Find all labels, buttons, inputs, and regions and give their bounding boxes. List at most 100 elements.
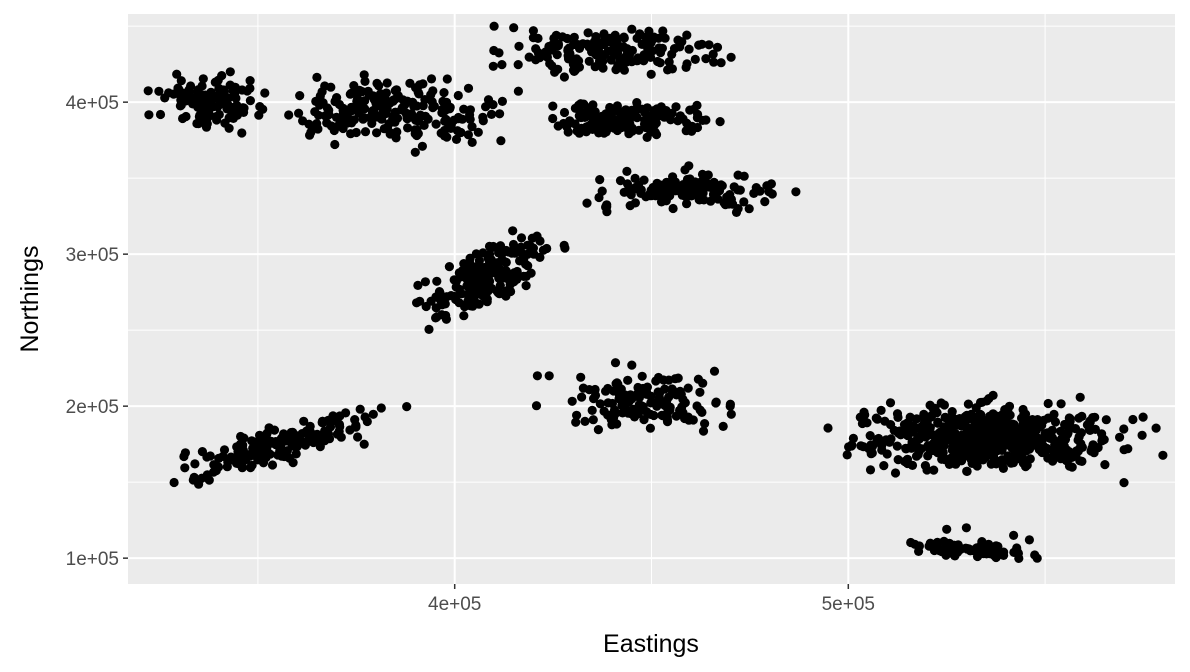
data-point: [291, 449, 301, 459]
data-point: [1010, 449, 1020, 459]
data-point: [623, 375, 633, 385]
data-point: [627, 360, 637, 370]
data-point: [325, 422, 336, 432]
data-point: [922, 465, 932, 475]
data-point: [324, 105, 334, 115]
data-point: [981, 433, 991, 443]
data-point: [978, 549, 989, 559]
data-point: [562, 122, 572, 132]
data-point: [1050, 417, 1061, 427]
data-point: [658, 375, 669, 385]
data-point: [671, 102, 681, 112]
data-point: [698, 426, 709, 436]
data-point: [632, 98, 642, 108]
data-point: [957, 456, 967, 466]
data-point: [658, 110, 668, 120]
data-point: [971, 403, 981, 413]
data-point: [509, 23, 519, 33]
data-point: [560, 243, 570, 253]
data-point: [376, 403, 386, 413]
data-point: [193, 85, 203, 95]
data-point: [198, 74, 208, 84]
data-point: [686, 191, 697, 201]
data-point: [409, 101, 419, 111]
data-point: [947, 445, 957, 455]
data-point: [431, 303, 441, 313]
data-point: [923, 428, 933, 438]
data-point: [969, 546, 979, 556]
data-point: [1018, 419, 1028, 429]
data-point: [619, 32, 629, 42]
data-point: [469, 263, 479, 273]
data-point: [698, 378, 708, 388]
data-point: [180, 463, 190, 473]
data-point: [553, 64, 563, 74]
data-point: [1128, 414, 1138, 425]
data-point: [403, 123, 413, 133]
data-point: [463, 130, 473, 140]
data-point: [942, 524, 952, 534]
data-point: [735, 185, 745, 195]
data-point: [463, 83, 474, 93]
data-point: [1008, 422, 1018, 432]
data-point: [346, 88, 356, 98]
data-point: [667, 49, 677, 60]
data-point: [279, 429, 289, 439]
data-point: [1056, 426, 1066, 436]
data-point: [1024, 442, 1034, 452]
data-point: [508, 226, 518, 236]
data-point: [627, 45, 638, 56]
data-point: [200, 104, 210, 114]
data-point: [235, 444, 245, 454]
data-point: [609, 45, 619, 56]
data-point: [859, 407, 869, 417]
data-point: [644, 26, 654, 36]
data-point: [188, 475, 198, 485]
data-point: [683, 383, 693, 393]
data-point: [1032, 438, 1042, 448]
data-point: [682, 30, 692, 40]
data-points: [143, 21, 1168, 564]
data-point: [528, 243, 539, 253]
data-point: [367, 118, 377, 128]
data-point: [601, 386, 611, 396]
data-point: [473, 127, 483, 137]
data-point: [220, 118, 230, 128]
data-point: [351, 422, 361, 432]
data-point: [760, 197, 770, 207]
data-point: [1115, 432, 1125, 442]
data-point: [630, 173, 640, 183]
data-point: [382, 122, 393, 132]
data-point: [402, 402, 412, 412]
data-point: [692, 122, 703, 133]
data-point: [1070, 424, 1081, 434]
data-point: [951, 430, 961, 440]
data-point: [432, 312, 442, 322]
data-point: [646, 398, 656, 408]
data-point: [941, 434, 951, 445]
data-point: [699, 171, 709, 181]
data-point: [349, 115, 359, 125]
data-point: [1100, 460, 1110, 470]
y-axis-title: Northings: [16, 246, 44, 353]
data-point: [562, 33, 572, 44]
data-point: [1043, 398, 1053, 409]
data-point: [329, 125, 339, 136]
data-point: [936, 398, 946, 408]
data-point: [559, 72, 570, 82]
data-point: [624, 129, 634, 139]
data-point: [630, 183, 640, 193]
data-point: [607, 398, 618, 409]
data-point: [382, 78, 392, 88]
data-point: [495, 281, 505, 291]
data-point: [605, 102, 615, 113]
data-point: [594, 56, 605, 66]
data-point: [695, 387, 705, 397]
data-point: [276, 442, 286, 452]
data-point: [715, 117, 725, 127]
data-point: [474, 275, 484, 285]
data-point: [231, 93, 241, 103]
data-point: [295, 91, 305, 101]
data-point: [984, 539, 994, 549]
data-point: [542, 243, 552, 254]
